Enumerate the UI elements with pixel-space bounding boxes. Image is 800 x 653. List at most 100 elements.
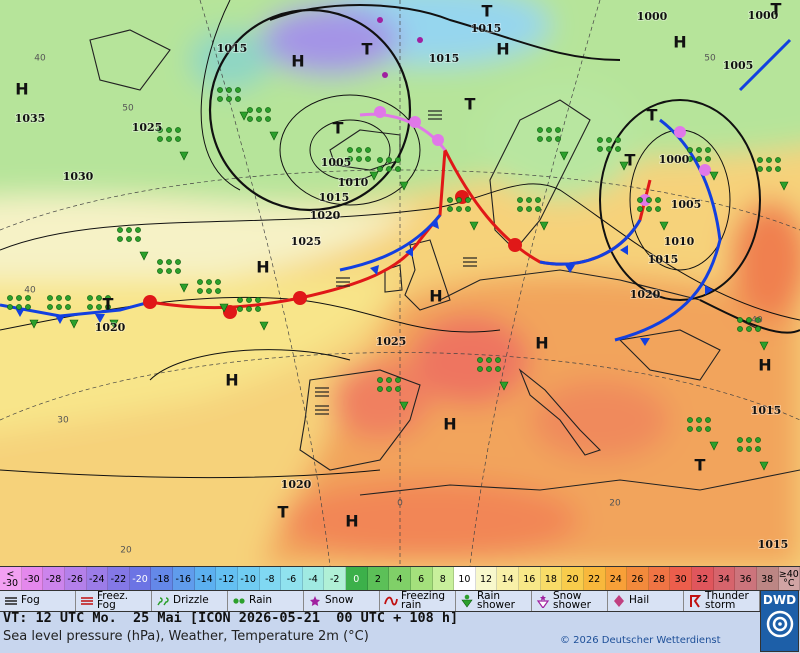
rain-dot xyxy=(456,206,462,212)
rain-dot xyxy=(47,295,53,301)
rain-dot xyxy=(56,295,62,301)
temperature-label: 50 xyxy=(704,54,716,64)
isobar-label: 1000 xyxy=(637,10,668,23)
rain-dot xyxy=(65,295,71,301)
scale-cell: -12 xyxy=(216,567,238,591)
pressure-center: H xyxy=(256,258,269,277)
shower-icon xyxy=(269,131,279,141)
rain-dot xyxy=(217,87,223,93)
rain-dot xyxy=(87,295,93,301)
legend-item: Freezing rain xyxy=(380,590,456,611)
scale-cell: -10 xyxy=(237,567,260,591)
rain-dot xyxy=(465,197,471,203)
rain-dot xyxy=(347,147,353,153)
rain-dot xyxy=(646,206,652,212)
rain-dot xyxy=(486,366,492,372)
isobar-label: 1015 xyxy=(429,52,460,65)
scale-cell: 38 xyxy=(756,567,779,591)
rain-dot xyxy=(255,306,261,312)
legend-item: Snow xyxy=(304,591,380,611)
rain-dot xyxy=(447,206,453,212)
shower-icon xyxy=(759,461,769,471)
rain-dot xyxy=(347,156,353,162)
rain-dot xyxy=(486,357,492,363)
scale-cell: -28 xyxy=(43,567,65,591)
pressure-center: H xyxy=(291,52,304,71)
rain-dot xyxy=(377,386,383,392)
rain-dot xyxy=(775,157,781,163)
scale-cell: 12 xyxy=(475,567,498,591)
scale-cell: -4 xyxy=(302,567,325,591)
rain-dot xyxy=(7,304,13,310)
temperature-label: 20 xyxy=(120,546,132,556)
rain-dot xyxy=(495,366,501,372)
rain-dot xyxy=(597,137,603,143)
rain-dot xyxy=(757,166,763,172)
shower-icon xyxy=(179,283,189,293)
rain-dot xyxy=(157,259,163,265)
scale-cell: 26 xyxy=(627,567,649,591)
rain-dot xyxy=(386,157,392,163)
rain-dot xyxy=(166,259,172,265)
pressure-center: H xyxy=(443,415,456,434)
rain-dot xyxy=(495,357,501,363)
isobar-label: 1020 xyxy=(630,288,661,301)
rain-dot xyxy=(157,136,163,142)
shower-icon xyxy=(239,111,249,121)
temperature-label: 0 xyxy=(397,499,403,509)
legend-item: Freez. Fog xyxy=(76,590,152,611)
rain-dot xyxy=(746,326,752,332)
rain-dot xyxy=(25,295,31,301)
rain-dot xyxy=(47,304,53,310)
temperature-label: 40 xyxy=(751,316,763,326)
weather-symbols xyxy=(7,17,789,471)
rain-dot xyxy=(746,446,752,452)
temperature-label: 40 xyxy=(24,286,36,296)
rain-dot xyxy=(226,96,232,102)
rain-dot xyxy=(537,136,543,142)
rain-dot xyxy=(235,87,241,93)
rain-dot xyxy=(655,197,661,203)
rain-dot xyxy=(237,297,243,303)
rain-dot xyxy=(546,127,552,133)
rain-dot xyxy=(226,87,232,93)
isobar-label: 1025 xyxy=(291,235,322,248)
snow-dot xyxy=(382,72,388,78)
rain-dot xyxy=(215,288,221,294)
scale-cell: -30 xyxy=(21,567,44,591)
isobar-label: 1000 xyxy=(659,153,690,166)
rain-dot xyxy=(235,96,241,102)
rain-dot xyxy=(705,147,711,153)
rain-dot xyxy=(25,304,31,310)
scale-cell: -14 xyxy=(194,567,217,591)
rain-dot xyxy=(395,166,401,172)
rain-dot xyxy=(477,357,483,363)
rain-dot xyxy=(175,268,181,274)
rain-dot xyxy=(175,259,181,265)
pressure-center: H xyxy=(535,334,548,353)
rain-dot xyxy=(87,304,93,310)
rain-dot xyxy=(696,156,702,162)
rain-dot xyxy=(197,288,203,294)
rain-dot xyxy=(606,137,612,143)
legend-item: Hail xyxy=(608,591,684,611)
legend-item: Rain shower xyxy=(456,590,532,611)
rain-dot xyxy=(537,127,543,133)
rain-dot xyxy=(206,279,212,285)
rain-dot xyxy=(546,136,552,142)
shower-icon xyxy=(399,401,409,411)
valid-time: VT: 12 UTC Mo. 25 Mai [ICON 2026-05-21 0… xyxy=(3,610,459,626)
scale-cell: -2 xyxy=(324,567,346,591)
pressure-center: H xyxy=(758,356,771,375)
pressure-center: T xyxy=(625,151,636,170)
copyright: © 2026 Deutscher Wetterdienst xyxy=(560,635,721,646)
legend-icon xyxy=(690,595,702,608)
scale-cell: 16 xyxy=(519,567,541,591)
legend-label: Fog xyxy=(21,594,40,607)
rain-dot xyxy=(386,377,392,383)
legend-item: Thunder storm xyxy=(684,590,760,611)
legend-item: Drizzle xyxy=(152,591,228,611)
rain-dot xyxy=(555,136,561,142)
scale-cell: 10 xyxy=(454,567,476,591)
